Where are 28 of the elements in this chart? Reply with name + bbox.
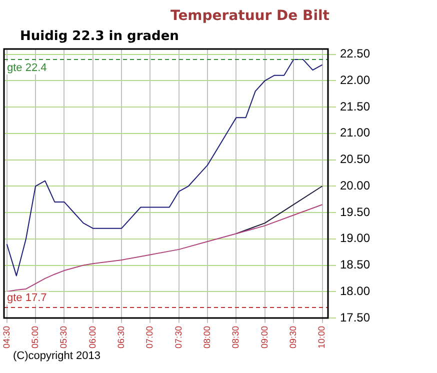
y-tick-label: 19.50 [340, 204, 370, 219]
y-tick-label: 22.50 [340, 46, 370, 61]
x-tick-label: 05:00 [30, 326, 40, 349]
x-tick-label: 05:30 [58, 326, 69, 349]
x-tick-label: 08:00 [202, 326, 212, 349]
x-tick-label: 09:00 [259, 326, 270, 349]
x-tick-label: 06:00 [87, 326, 98, 349]
ref-line-label: gte 17.7 [7, 292, 47, 304]
text: (C)copyright 2013 [13, 350, 100, 362]
x-tick-label: 10:00 [316, 326, 327, 349]
chart-title: Temperatuur De Bilt [170, 8, 330, 24]
chart-subtitle: Huidig 22.3 in graden [20, 29, 179, 44]
x-tick-label: 06:30 [116, 326, 126, 349]
ref-line-label: gte 22.4 [7, 62, 47, 74]
x-tick-label: 07:30 [173, 326, 184, 349]
y-tick-label: 20.00 [340, 178, 370, 192]
y-tick-label: 21.00 [340, 126, 370, 140]
x-tick-label: 08:30 [230, 326, 241, 349]
y-tick-label: 19.00 [340, 231, 370, 246]
y-tick-label: 18.00 [340, 284, 370, 298]
y-tick-label: 17.50 [340, 310, 370, 324]
x-tick-label: 09:30 [288, 326, 298, 349]
x-tick-label: 04:30 [1, 326, 12, 349]
y-tick-label: 20.50 [340, 152, 370, 166]
y-tick-label: 18.50 [340, 258, 370, 272]
y-tick-label: 22.00 [340, 72, 370, 87]
x-tick-label: 07:00 [144, 326, 155, 349]
y-tick-label: 21.50 [340, 99, 370, 114]
